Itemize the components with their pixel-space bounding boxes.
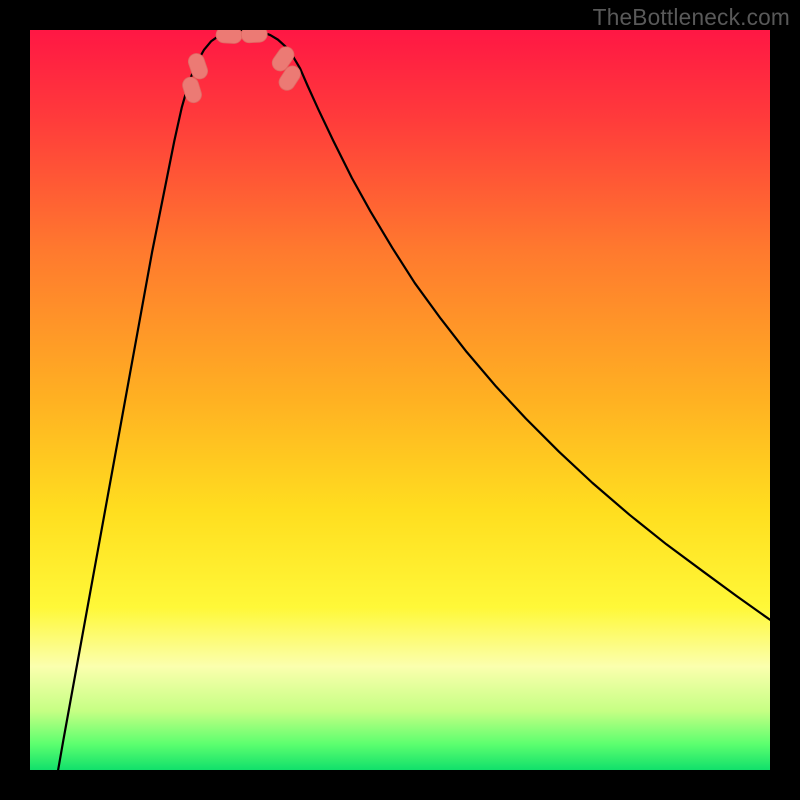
background-gradient <box>30 30 770 770</box>
marker-3 <box>241 30 268 43</box>
watermark-text: TheBottleneck.com <box>593 4 790 31</box>
marker-2 <box>216 30 243 44</box>
outer-frame: TheBottleneck.com <box>0 0 800 800</box>
chart-svg <box>30 30 770 770</box>
plot-area <box>30 30 770 770</box>
